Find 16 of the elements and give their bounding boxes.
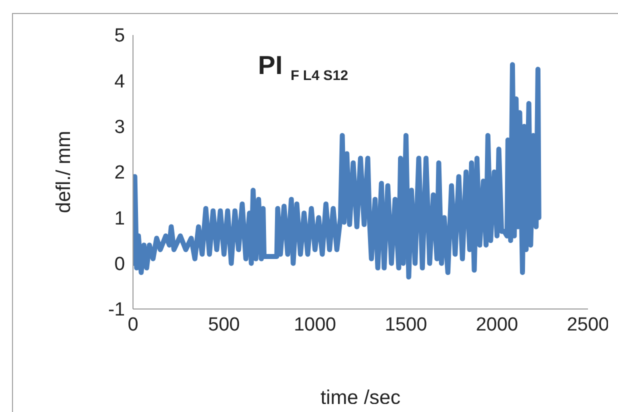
x-tick-label: 1500 — [384, 314, 428, 336]
x-tick-label: 2500 — [566, 314, 610, 336]
x-tick-label: 500 — [208, 314, 240, 336]
y-tick-label: -1 — [108, 300, 125, 321]
text: PI$_{F L4 S12}$ — [258, 50, 348, 84]
x-axis-title: time /sec — [320, 387, 401, 409]
y-tick-label: 1 — [114, 208, 125, 230]
x-tick-label: 2000 — [476, 314, 518, 336]
y-tick-label: 5 — [114, 26, 125, 47]
y-axis-title: defl./ mm — [53, 130, 76, 214]
y-tick-label: 2 — [114, 162, 125, 184]
x-tick-label: 1000 — [294, 314, 336, 336]
x-tick-label: 0 — [128, 314, 138, 336]
y-tick-label: 3 — [114, 117, 125, 138]
y-tick-label: 0 — [114, 254, 125, 276]
y-tick-label: 4 — [114, 71, 126, 92]
